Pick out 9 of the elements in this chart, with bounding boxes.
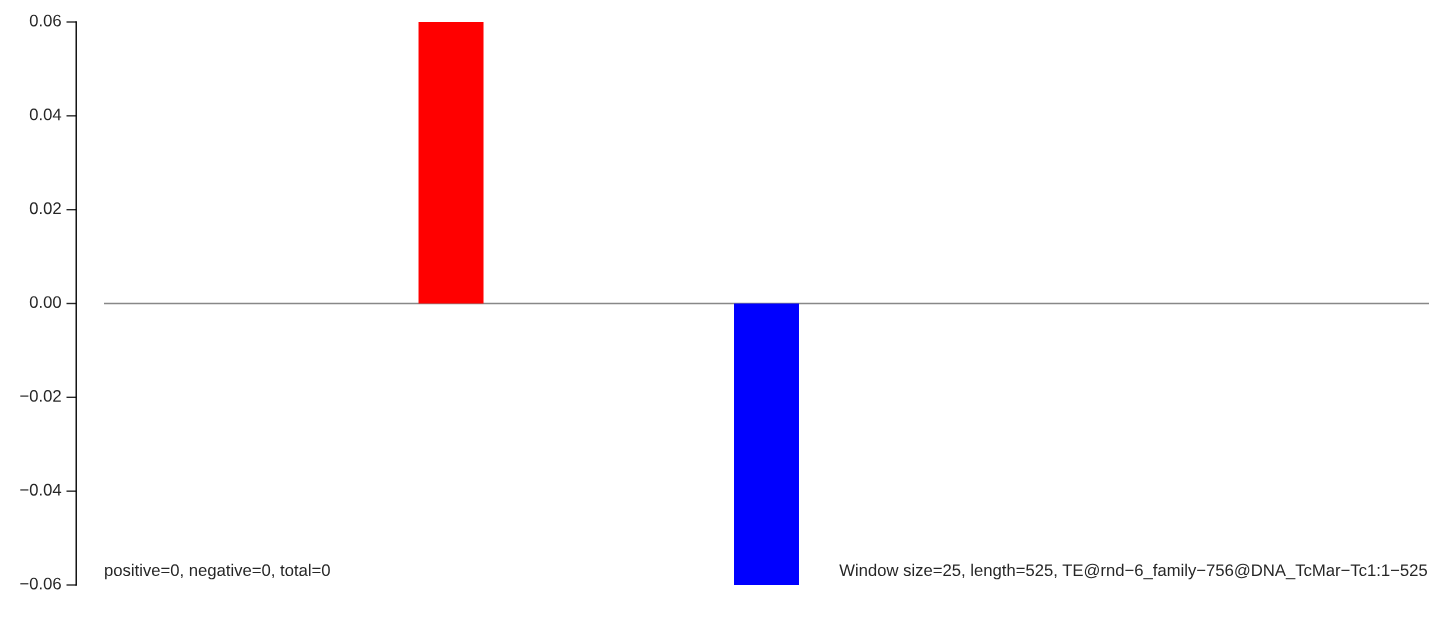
annotation: positive=0, negative=0, total=0 <box>105 563 330 580</box>
y-tick-label: 0.04 <box>29 108 62 121</box>
y-tick-label: −0.06 <box>20 577 61 590</box>
y-tick-label: −0.04 <box>20 483 62 496</box>
y-tick-label: 0.00 <box>29 296 61 308</box>
y-tick-label: −0.02 <box>20 390 61 402</box>
y-tick-label: 0.02 <box>29 202 61 215</box>
annotation: Window size=25, length=525, TE@rnd−6_family−756@DNA_TcMar−Tc1:1−525 <box>839 563 1427 580</box>
y-tick-label: 0.06 <box>29 14 61 27</box>
